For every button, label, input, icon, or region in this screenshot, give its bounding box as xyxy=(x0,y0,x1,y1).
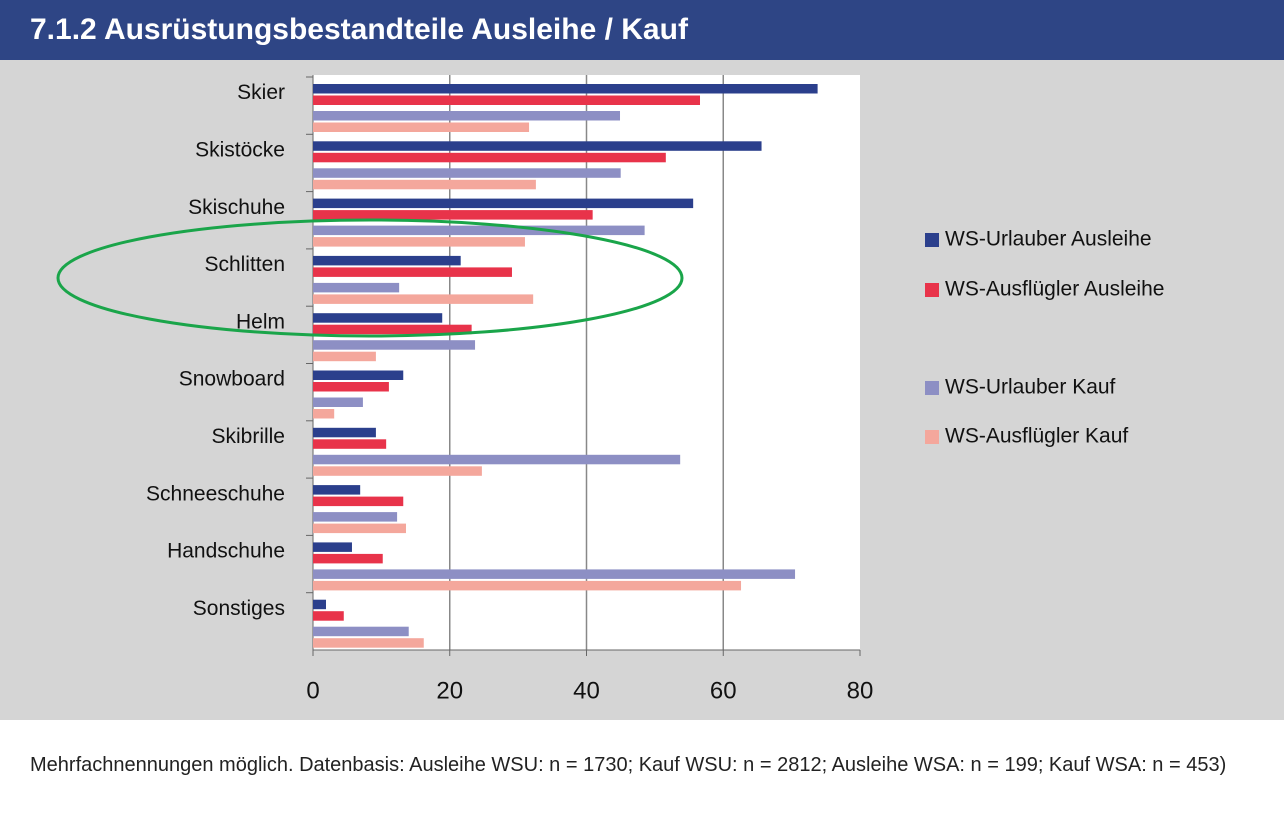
legend-swatch xyxy=(925,381,939,395)
x-tick-label: 60 xyxy=(710,677,737,704)
header-title: 7.1.2 Ausrüstungsbestandteile Ausleihe /… xyxy=(0,0,1284,60)
y-tick-label: Handschuhe xyxy=(167,540,285,563)
bar xyxy=(313,111,621,121)
bar xyxy=(313,427,376,438)
layer: 0 20 40 60 80 Skier Skistöcke Skischuhe Schlitte… xyxy=(146,75,1164,704)
y-tick-label: Schneeschuhe xyxy=(146,482,285,505)
bar xyxy=(313,409,335,419)
bar xyxy=(313,512,398,522)
legend-swatch xyxy=(925,430,939,444)
bar xyxy=(313,397,363,407)
bar xyxy=(313,485,361,495)
bar xyxy=(313,84,818,94)
highlight-ellipse xyxy=(56,218,684,338)
bar xyxy=(313,611,344,621)
bar xyxy=(313,580,742,591)
bar xyxy=(313,141,762,151)
x-tick-label: 40 xyxy=(573,677,600,704)
y-tick-label: Helm xyxy=(236,310,285,333)
bar xyxy=(313,496,404,507)
y-tick-label: Sonstiges xyxy=(193,597,285,620)
bar xyxy=(313,351,376,362)
legend-swatch xyxy=(925,283,939,297)
bar xyxy=(313,313,443,323)
y-tick-label: Skibrille xyxy=(211,425,285,448)
bar xyxy=(313,179,536,190)
y-tick-label: Skistöcke xyxy=(195,138,285,161)
bar xyxy=(313,255,461,266)
bar xyxy=(313,466,482,476)
bar xyxy=(313,542,352,552)
bar xyxy=(313,523,406,534)
legend-label: WS-Ausflügler Kauf xyxy=(945,425,1128,448)
bar xyxy=(313,267,512,277)
bar xyxy=(313,152,666,163)
bar xyxy=(313,370,404,380)
bar xyxy=(313,95,701,105)
legend-label: WS-Urlauber Ausleihe xyxy=(945,228,1152,251)
bar xyxy=(313,237,525,247)
x-tick-label: 20 xyxy=(436,677,463,704)
bar xyxy=(313,198,694,209)
y-tick-label: Skischuhe xyxy=(188,196,285,219)
bar xyxy=(313,225,645,236)
bar xyxy=(313,638,424,648)
bar xyxy=(313,599,326,610)
bar xyxy=(313,382,389,392)
y-tick-label: Snowboard xyxy=(179,368,285,391)
bar xyxy=(313,122,530,132)
x-tick-label: 0 xyxy=(306,677,319,704)
x-tick-label: 80 xyxy=(847,677,874,704)
bar xyxy=(313,454,681,465)
y-tick-label: Skier xyxy=(237,81,285,104)
bar xyxy=(313,340,476,350)
bar xyxy=(313,294,534,304)
legend-swatch xyxy=(925,233,939,247)
bar xyxy=(313,168,621,178)
bar xyxy=(313,439,387,449)
bar xyxy=(313,324,472,335)
bar xyxy=(313,210,593,220)
footnote: Mehrfachnennungen möglich. Datenbasis: A… xyxy=(30,754,1227,776)
legend-label: WS-Urlauber Kauf xyxy=(945,376,1116,399)
y-tick-label: Schlitten xyxy=(204,253,285,276)
bar xyxy=(313,626,409,637)
bar xyxy=(313,569,796,579)
legend-label: WS-Ausflügler Ausleihe xyxy=(945,278,1164,301)
bar xyxy=(313,553,383,564)
chart: 0 20 40 60 80 Skier Skistöcke Skischuhe Schlitte… xyxy=(0,60,1284,720)
bar xyxy=(313,282,400,293)
